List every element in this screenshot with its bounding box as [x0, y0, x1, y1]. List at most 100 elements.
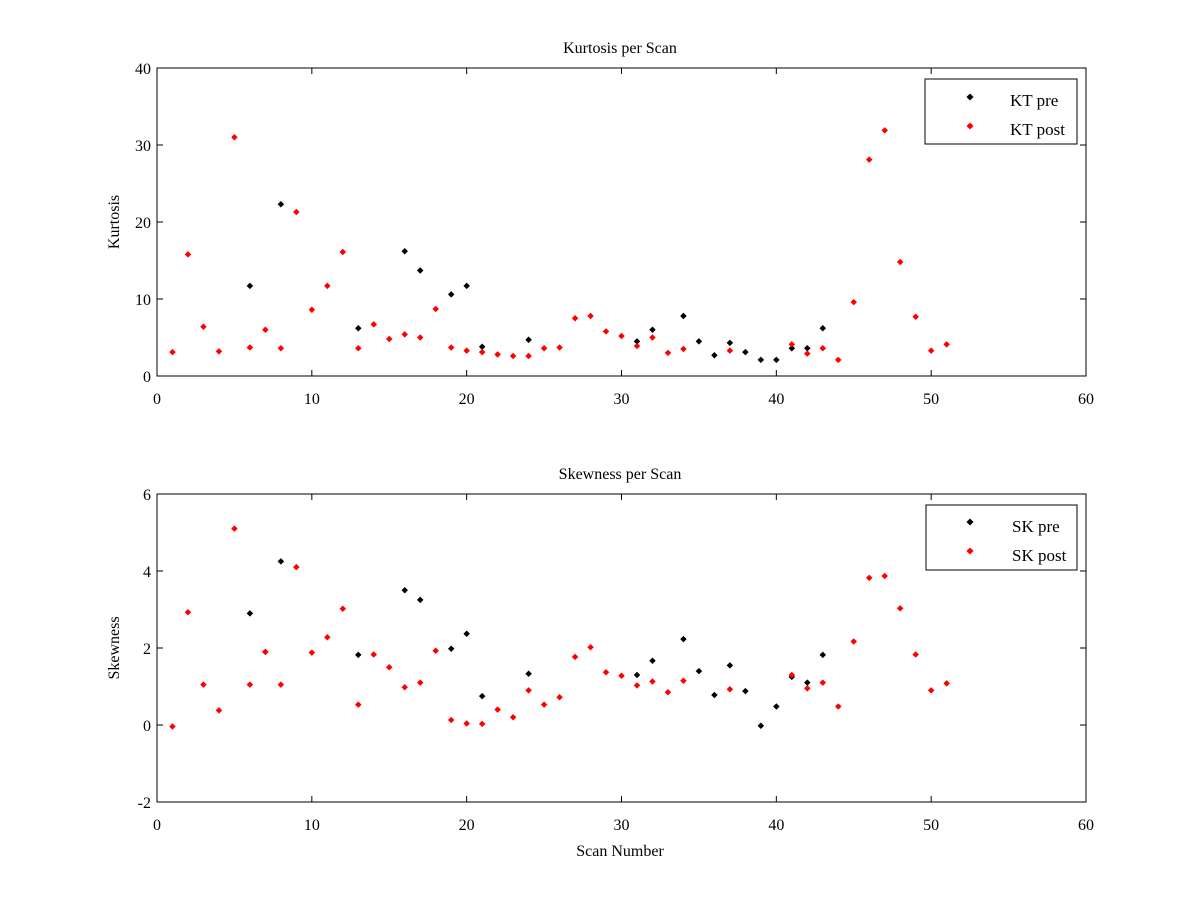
- kurtosis-post-point: [215, 348, 223, 355]
- kurtosis-post-point: [664, 349, 672, 357]
- skewness-post-point: [509, 714, 517, 721]
- kurtosis-pre-point: [463, 282, 470, 290]
- kurtosis-post-point: [819, 345, 827, 352]
- skewness-pre-point: [633, 671, 641, 679]
- kurtosis-pre-point: [804, 345, 811, 352]
- kurtosis-x-tick-label: 20: [459, 391, 475, 408]
- kurtosis-post-point: [927, 347, 935, 354]
- skewness-post-point: [478, 720, 486, 728]
- kurtosis-pre-point: [649, 326, 656, 334]
- skewness-post-point: [680, 677, 687, 684]
- kurtosis-post-point: [649, 334, 656, 341]
- kurtosis-post-point: [540, 345, 548, 352]
- kurtosis-post-point: [246, 344, 254, 351]
- legend-label-kt-post: KT post: [1010, 120, 1065, 139]
- skewness-post-point: [649, 678, 656, 685]
- skewness-x-tick-label: 10: [304, 817, 320, 834]
- skewness-pre-point: [277, 558, 285, 565]
- kurtosis-post-point: [200, 323, 207, 330]
- kurtosis-post-point: [865, 156, 873, 163]
- legend-label-sk-post: SK post: [1012, 546, 1067, 565]
- kurtosis-post-point: [478, 348, 486, 356]
- skewness-post-point: [432, 647, 439, 654]
- kurtosis-x-tick-label: 10: [304, 391, 320, 408]
- kurtosis-post-point: [896, 258, 904, 266]
- kurtosis-post-point: [804, 350, 811, 357]
- skewness-pre-point: [478, 692, 486, 700]
- skewness-post-point: [324, 633, 331, 641]
- kurtosis-y-tick-label: 30: [135, 138, 151, 155]
- skewness-pre-point: [819, 651, 827, 659]
- skewness-post-point: [277, 681, 285, 688]
- kurtosis-pre-point: [401, 248, 408, 255]
- kurtosis-pre-point: [633, 338, 641, 345]
- kurtosis-legend-box: [924, 78, 1078, 145]
- kurtosis-post-point: [432, 305, 439, 313]
- skewness-pre-point: [649, 657, 656, 664]
- skewness-post-point: [804, 685, 811, 692]
- kurtosis-post-point: [618, 332, 625, 340]
- kurtosis-post-point: [355, 345, 362, 352]
- skewness-post-point: [618, 672, 625, 679]
- skewness-y-tick-label: 2: [143, 641, 151, 658]
- skewness-x-tick-label: 30: [614, 817, 630, 834]
- skewness-legend-box: [925, 504, 1078, 571]
- legend-marker-kt-pre: [966, 93, 974, 101]
- kurtosis-post-point: [277, 345, 285, 352]
- skewness-post-point: [788, 671, 796, 679]
- skewness-post-point: [633, 682, 641, 689]
- skewness-x-tick-label: 20: [459, 817, 475, 834]
- kurtosis-post-point: [401, 331, 408, 338]
- kurtosis-pre-point: [773, 356, 780, 364]
- kurtosis-post-point: [184, 251, 192, 258]
- kurtosis-pre-point: [447, 291, 455, 298]
- kurtosis-x-tick-label: 50: [923, 391, 939, 408]
- kurtosis-post-point: [385, 335, 393, 343]
- skewness-pre-point: [463, 630, 470, 638]
- skewness-post-point: [587, 643, 594, 651]
- kurtosis-pre-point: [478, 343, 486, 350]
- legend-marker-sk-pre: [966, 518, 974, 526]
- skewness-y-axis-label: Skewness: [106, 616, 123, 679]
- kurtosis-y-tick-label: 20: [135, 215, 151, 232]
- legend-label-sk-pre: SK pre: [1012, 517, 1060, 536]
- skewness-y-tick-label: 6: [143, 487, 151, 504]
- kurtosis-pre-point: [788, 345, 796, 352]
- kurtosis-post-point: [494, 351, 501, 358]
- skewness-post-point: [850, 638, 858, 645]
- skewness-post-point: [200, 681, 207, 688]
- skewness-x-tick-label: 50: [923, 817, 939, 834]
- skewness-pre-point: [401, 586, 408, 594]
- legend-marker-sk-post: [966, 547, 974, 555]
- kurtosis-y-axis-label: Kurtosis: [106, 195, 123, 249]
- kurtosis-post-point: [231, 134, 238, 141]
- kurtosis-pre-point: [277, 201, 285, 208]
- kurtosis-post-point: [339, 248, 347, 256]
- skewness-post-point: [881, 572, 888, 580]
- kurtosis-post-point: [370, 321, 378, 328]
- kurtosis-chart-title: Kurtosis per Scan: [563, 40, 677, 57]
- kurtosis-pre-point: [819, 325, 827, 332]
- kurtosis-post-point: [571, 314, 579, 322]
- kurtosis-x-tick-label: 30: [614, 391, 630, 408]
- skewness-post-point: [494, 706, 501, 713]
- skewness-post-point: [215, 707, 223, 714]
- skewness-post-point: [385, 663, 393, 671]
- skewness-post-point: [912, 651, 919, 658]
- kurtosis-post-point: [416, 334, 424, 341]
- legend-marker-kt-post: [966, 122, 974, 130]
- kurtosis-post-point: [525, 352, 532, 360]
- skewness-x-tick-label: 40: [768, 817, 784, 834]
- kurtosis-y-tick-label: 40: [135, 61, 151, 78]
- skewness-post-point: [169, 723, 176, 730]
- kurtosis-post-point: [881, 127, 888, 134]
- kurtosis-post-point: [943, 341, 950, 348]
- kurtosis-post-point: [633, 342, 641, 350]
- kurtosis-post-point: [556, 344, 563, 351]
- skewness-post-point: [416, 679, 424, 686]
- skewness-pre-point: [525, 670, 532, 678]
- kurtosis-pre-point: [711, 351, 718, 359]
